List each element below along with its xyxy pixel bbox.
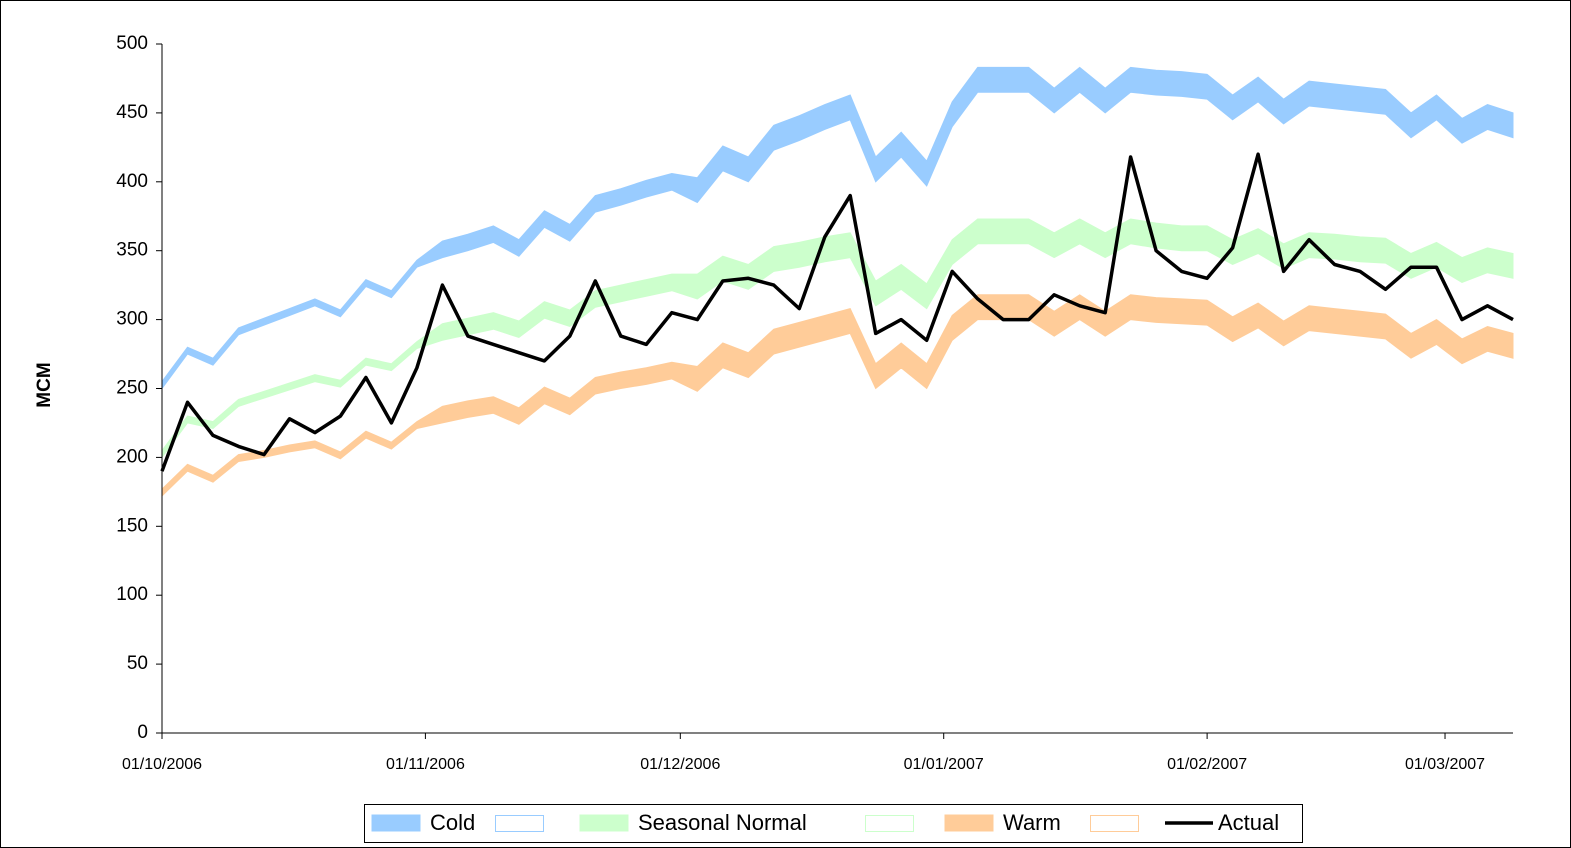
y-tick-label: 450	[116, 102, 148, 123]
legend-swatch-outline	[865, 815, 914, 832]
y-tick-label: 350	[116, 240, 148, 261]
legend-label: Actual	[1218, 810, 1279, 835]
legend-swatch	[579, 814, 629, 832]
y-tick-label: 100	[116, 584, 148, 605]
x-tick-label: 01/12/2006	[640, 756, 720, 773]
band-area	[161, 218, 1514, 459]
y-tick-label: 400	[116, 171, 148, 192]
band-area	[161, 66, 1514, 391]
legend-label: Warm	[1003, 810, 1061, 835]
legend-swatch-outline	[495, 815, 544, 832]
y-tick-label: 50	[127, 653, 148, 674]
x-tick-label: 01/10/2006	[122, 756, 202, 773]
x-tick-label: 01/03/2007	[1405, 756, 1485, 773]
legend-swatch	[371, 814, 421, 832]
y-tick-label: 0	[137, 722, 148, 743]
legend-swatch	[944, 814, 994, 832]
x-tick-label: 01/01/2007	[904, 756, 984, 773]
y-tick-label: 200	[116, 446, 148, 467]
y-axis-label: MCM	[34, 362, 55, 407]
actual-line	[160, 152, 1514, 472]
y-tick-label: 150	[116, 515, 148, 536]
band-area	[161, 294, 1514, 498]
y-tick-label: 500	[116, 33, 148, 54]
y-tick-label: 250	[116, 378, 148, 399]
legend-swatch-outline	[1090, 815, 1139, 832]
x-tick-label: 01/02/2007	[1167, 756, 1247, 773]
y-tick-label: 300	[116, 309, 148, 330]
legend-label: Cold	[430, 810, 475, 835]
x-tick-label: 01/11/2006	[386, 756, 465, 773]
legend-label: Seasonal Normal	[638, 810, 807, 835]
